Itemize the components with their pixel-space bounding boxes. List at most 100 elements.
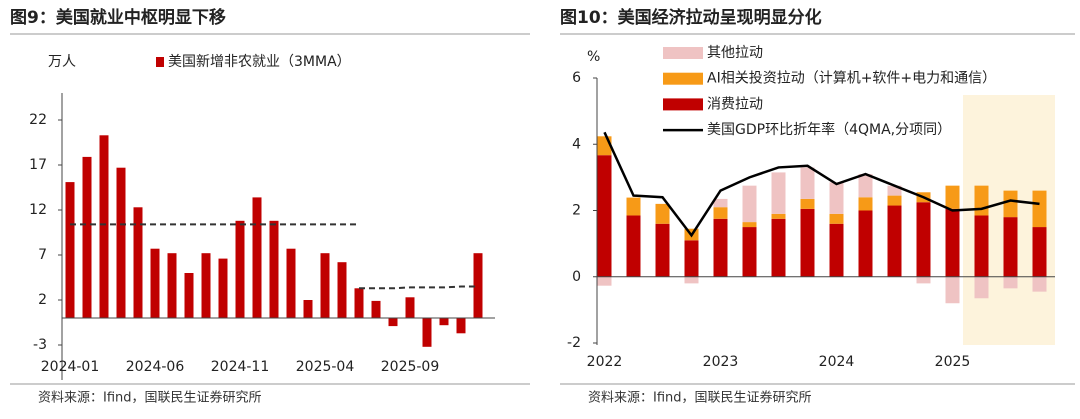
bar: [184, 273, 194, 318]
bar: [597, 276, 612, 286]
bar: [354, 288, 364, 318]
bar: [916, 276, 931, 284]
y-tick-label: 2: [572, 203, 581, 219]
bar: [167, 253, 177, 318]
bar: [405, 297, 415, 318]
unit-label: 万人: [48, 54, 76, 70]
x-tick-label: 2025: [935, 354, 971, 370]
trend-line: [359, 285, 478, 290]
bar: [742, 185, 757, 223]
bar: [1003, 190, 1018, 218]
bar: [887, 195, 902, 206]
bar: [684, 240, 699, 277]
bar: [133, 207, 143, 318]
bar: [320, 253, 330, 318]
y-tick-label: 2: [38, 292, 47, 308]
legend-label: 美国GDP环比折年率（4QMA,分项同）: [707, 121, 951, 138]
bar: [201, 253, 211, 318]
bar: [713, 207, 728, 219]
bar: [388, 318, 398, 327]
y-tick-label: 0: [572, 269, 581, 285]
bar: [800, 208, 815, 277]
bar: [800, 198, 815, 209]
bar: [684, 276, 699, 284]
bar: [771, 218, 786, 277]
x-tick-label: 2025-04: [296, 359, 355, 375]
bar: [626, 197, 641, 216]
bar: [742, 227, 757, 277]
bar: [1032, 227, 1047, 277]
bar: [974, 215, 989, 277]
bar: [218, 258, 228, 318]
chart-title: 图9：美国就业中枢明显下移: [10, 7, 226, 28]
bar: [742, 222, 757, 228]
bar: [1032, 276, 1047, 292]
bar: [713, 218, 728, 277]
bar: [945, 276, 960, 304]
bar: [473, 253, 483, 318]
bar: [1032, 190, 1047, 228]
x-tick-label: 2023: [703, 354, 739, 370]
x-tick-label: 2025-09: [381, 359, 440, 375]
bar: [800, 167, 815, 199]
legend-swatch: [156, 57, 164, 67]
bar: [945, 185, 960, 209]
x-tick-label: 2024-06: [126, 359, 185, 375]
bar: [286, 248, 296, 318]
legend-label: 其他拉动: [707, 45, 763, 61]
bar: [829, 213, 844, 224]
bar: [829, 182, 844, 214]
bar: [771, 172, 786, 214]
y-tick-label: 22: [29, 112, 47, 128]
bar: [916, 202, 931, 277]
bar: [65, 182, 75, 318]
x-tick-label: 2024-01: [41, 359, 100, 375]
bar: [597, 155, 612, 277]
x-tick-label: 2024-11: [211, 359, 270, 375]
legend-swatch: [663, 72, 703, 85]
bar: [99, 135, 109, 318]
bar: [829, 223, 844, 277]
bar: [887, 185, 902, 196]
bar: [252, 197, 262, 318]
bar: [945, 208, 960, 277]
bar: [439, 318, 449, 326]
y-tick-label: 6: [572, 70, 581, 86]
legend-swatch: [663, 98, 703, 111]
source-note: 资料来源：Ifind，国联民生证券研究所: [38, 390, 262, 406]
bar: [858, 174, 873, 198]
unit-label: %: [587, 49, 600, 65]
bar: [1003, 276, 1018, 289]
bar: [235, 220, 245, 318]
bar: [303, 300, 313, 318]
bar: [269, 220, 279, 318]
x-tick-label: 2024: [819, 354, 855, 370]
chart-title: 图10：美国经济拉动呈现明显分化: [560, 7, 822, 28]
line-series: [603, 131, 1040, 238]
bar: [422, 318, 432, 347]
legend-label: AI相关投资拉动（计算机+软件+电力和通信）: [707, 71, 996, 87]
legend-label: 美国新增非农就业（3MMA）: [168, 54, 351, 70]
bar: [116, 167, 126, 318]
bar: [371, 300, 381, 318]
bar: [858, 210, 873, 277]
legend-label: 消费拉动: [707, 96, 763, 112]
source-note: 资料来源：Ifind，国联民生证券研究所: [588, 390, 812, 406]
bar: [1003, 217, 1018, 277]
bar: [887, 205, 902, 277]
y-tick-label: 7: [38, 247, 47, 263]
y-tick-label: -2: [567, 335, 581, 351]
bar: [82, 156, 92, 318]
bar: [713, 198, 728, 208]
x-tick-label: 2022: [587, 354, 623, 370]
bar: [974, 185, 989, 216]
bar: [626, 215, 641, 277]
y-tick-label: 17: [29, 157, 47, 173]
bar: [655, 223, 670, 277]
y-tick-label: 12: [29, 202, 47, 218]
bar: [858, 197, 873, 211]
bar: [655, 203, 670, 224]
y-tick-label: -3: [33, 337, 47, 353]
bar: [150, 248, 160, 318]
